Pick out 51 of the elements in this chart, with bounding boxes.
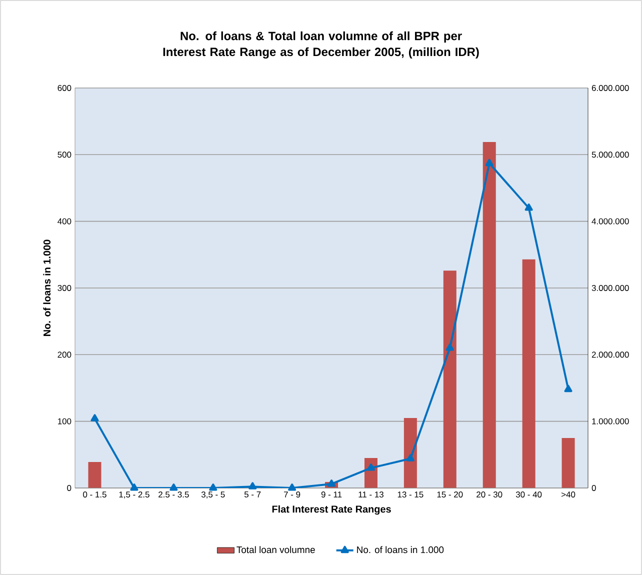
chart-title: No. of loans & Total loan volumne of all BPR per Interest Rate Range as of December 2005, (million IDR) [163,31,479,59]
point [90,414,99,422]
x-tick-label: 5 - 7 [244,492,261,498]
point [524,203,533,211]
x-tick-label: 0 - 1.5 [83,492,106,498]
bar [88,462,102,488]
point [170,483,178,491]
y-tick-label: 0 [67,484,72,491]
x-tick-label: 30 - 40 [516,492,542,498]
y-tick-label: 400 [58,218,72,224]
y2-tick-label: 0 [592,484,596,491]
y2-tick-label: 2.000.000 [592,352,629,358]
y2-tick-label: 3.000.000 [592,284,629,291]
x-tick-label: 11 - 13 [358,492,384,498]
y-tick-label: 100 [58,418,72,424]
y-tick-label: 300 [58,284,72,291]
x-tick-label: 9 - 11 [321,492,342,498]
y-tick-label: 200 [58,352,72,358]
x-tick-label: 2.5 - 3.5 [158,492,189,498]
bar [404,418,417,488]
point [366,463,375,471]
x-tick-label: 13 - 15 [398,492,424,498]
point [327,479,336,487]
x-axis-title: Flat Interest Rate Ranges [272,505,391,515]
point [406,454,414,462]
x-tick-label: 20 - 30 [476,492,502,498]
y2-tick-label: 5.000.000 [592,152,629,158]
x-tick-label: 1,5 - 2.5 [119,492,150,498]
y-tick-label: 600 [58,85,72,91]
point [209,483,218,491]
bar [522,259,536,488]
point [564,384,572,392]
bar [482,142,496,488]
legend-label: No. of loans in 1.000 [357,546,444,554]
point [130,483,138,491]
y-axis-title: No. of loans in 1.000 [43,240,51,336]
x-tick-label: 3,5 - 5 [201,492,225,498]
point [248,482,257,490]
bar [443,270,456,488]
legend-label: Total loan volumne [236,546,315,554]
x-tick-label: 15 - 20 [437,492,463,498]
y-tick-label: 500 [58,152,72,158]
y2-tick-label: 1.000.000 [592,418,629,424]
bar [562,438,575,488]
point [288,483,296,491]
x-tick-label: >40 [562,492,576,498]
point [485,158,494,166]
y2-tick-label: 4.000.000 [592,218,629,224]
y2-tick-label: 6.000.000 [592,84,629,91]
x-tick-label: 7 - 9 [284,492,300,498]
point [446,343,454,351]
